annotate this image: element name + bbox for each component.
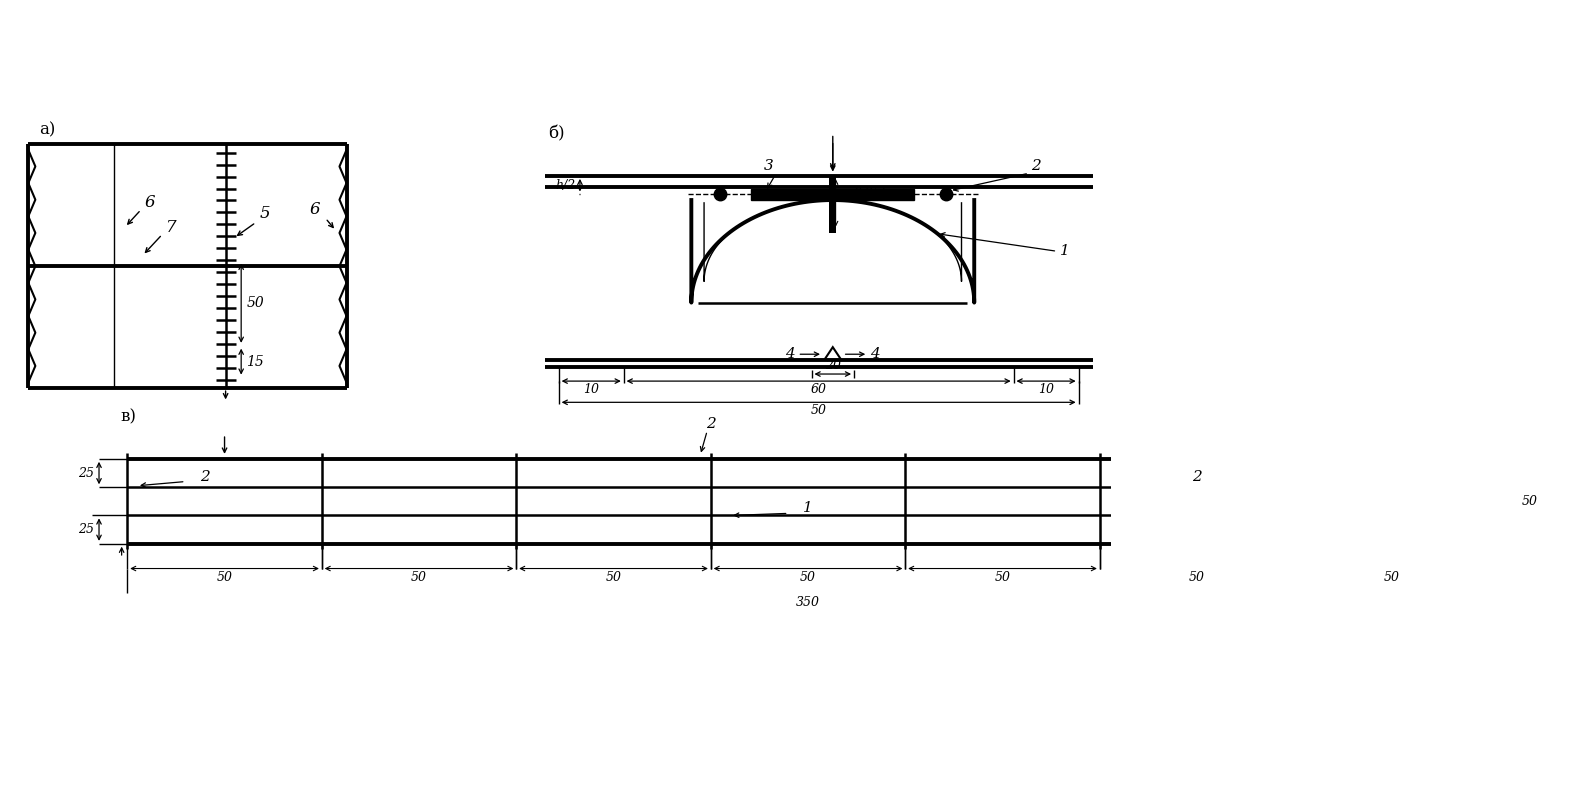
Bar	[829, 174, 836, 233]
Text: 50: 50	[605, 571, 622, 584]
Text: 2: 2	[1192, 470, 1202, 483]
Text: в): в)	[121, 408, 137, 425]
Text: 10: 10	[1038, 383, 1054, 396]
Text: а): а)	[39, 122, 55, 139]
Bar	[751, 189, 914, 200]
Text: 4: 4	[870, 347, 880, 361]
Text: 25: 25	[79, 466, 94, 479]
Text: 4: 4	[786, 347, 795, 361]
Text: 25: 25	[79, 523, 94, 536]
Text: 50: 50	[1189, 571, 1205, 584]
Text: 15: 15	[247, 354, 264, 369]
Text: 50: 50	[811, 405, 826, 418]
Text: 3: 3	[764, 159, 775, 173]
Text: 2: 2	[705, 417, 716, 431]
Text: 7: 7	[165, 219, 176, 236]
Text: 50: 50	[247, 296, 264, 311]
Text: 2: 2	[200, 470, 211, 483]
Text: 50: 50	[1384, 571, 1400, 584]
Text: 350: 350	[796, 596, 820, 609]
Text: 50: 50	[800, 571, 815, 584]
Text: 50: 50	[994, 571, 1010, 584]
Text: 0,25h: 0,25h	[853, 187, 889, 200]
Text: 50: 50	[412, 571, 427, 584]
Text: h/2: h/2	[556, 178, 577, 191]
Text: 50: 50	[1522, 495, 1538, 508]
Text: 6: 6	[145, 194, 156, 211]
Text: б): б)	[548, 125, 564, 142]
Text: 50: 50	[217, 571, 233, 584]
Text: 1: 1	[803, 501, 812, 516]
Text: 20: 20	[825, 359, 840, 372]
Text: 10: 10	[583, 383, 599, 396]
Text: 5: 5	[259, 204, 270, 221]
Text: 1: 1	[1059, 244, 1070, 259]
Text: 6: 6	[309, 201, 320, 218]
Text: 2: 2	[1031, 159, 1042, 173]
Text: 60: 60	[811, 383, 826, 396]
